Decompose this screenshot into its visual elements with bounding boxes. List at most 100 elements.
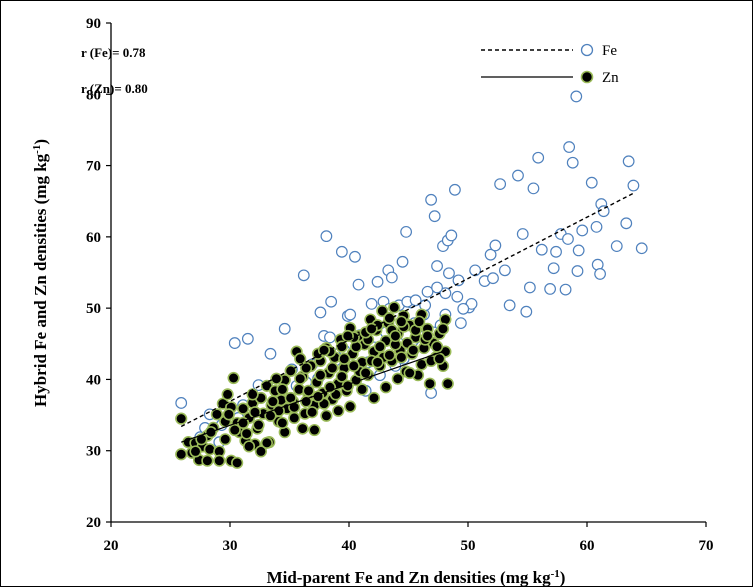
fe-point [559, 283, 572, 296]
zn-point [371, 356, 384, 369]
fe-point [566, 156, 579, 169]
y-axis-title: Hybrid Fe and Zn densities (mg kg-1) [31, 139, 50, 407]
zn-point [306, 406, 319, 419]
zn-point [341, 329, 354, 343]
fe-point [445, 229, 458, 242]
zn-point [395, 351, 408, 364]
r-fe-annotation: r (Fe)= 0.78 [81, 45, 146, 60]
zn-point [395, 315, 408, 328]
fe-point [512, 169, 524, 182]
zn-point [347, 359, 360, 372]
zn-point [219, 433, 232, 446]
fe-point [335, 245, 348, 258]
y-tick-label: 80 [86, 87, 101, 103]
fe-point [527, 182, 540, 195]
zn-point [294, 352, 307, 365]
zn-point [254, 445, 268, 458]
zn-point [430, 340, 444, 353]
fe-point [228, 337, 241, 349]
fe-point [264, 347, 277, 360]
zn-point [264, 409, 277, 422]
fe-point [449, 183, 461, 196]
zn-point [320, 409, 333, 422]
fe-point [457, 302, 470, 315]
zn-point [276, 383, 289, 396]
zn-point [252, 418, 265, 432]
zn-point [248, 406, 262, 419]
y-tick-label: 40 [86, 372, 101, 388]
y-tick-label: 90 [86, 16, 101, 32]
fe-point [585, 176, 598, 189]
fe-point [349, 250, 361, 263]
fe-point [520, 305, 533, 318]
zn-point [213, 454, 226, 467]
fe-point [396, 255, 409, 268]
zn-point [266, 395, 279, 408]
zn-point [326, 361, 339, 375]
y-tick-label: 20 [86, 515, 101, 531]
fe-point [428, 210, 441, 223]
zn-point [296, 422, 309, 435]
fe-point [535, 243, 548, 256]
zn-point [373, 340, 387, 353]
zn-point [260, 436, 273, 449]
fe-point [320, 230, 333, 243]
x-tick-label: 30 [223, 538, 238, 554]
fe-point [400, 225, 413, 238]
zn-point [236, 402, 250, 415]
x-tick-label: 60 [580, 538, 595, 554]
zn-point [338, 352, 351, 365]
zn-point [335, 340, 348, 353]
zn-point [314, 369, 327, 382]
y-tick-label: 70 [86, 159, 101, 175]
zn-point [175, 412, 188, 425]
x-tick-label: 40 [342, 538, 357, 554]
zn-point [388, 301, 401, 314]
fe-point [544, 282, 557, 295]
legend-fe-marker [580, 43, 594, 57]
fe-point [439, 287, 452, 300]
fe-point [365, 297, 378, 310]
zn-point [227, 371, 240, 385]
zn-point [391, 372, 404, 385]
fe-point [443, 267, 455, 280]
fe-point [516, 228, 529, 240]
zn-point [300, 395, 313, 408]
fe-point [371, 275, 384, 288]
fe-point [431, 260, 443, 272]
x-tick-label: 70 [699, 538, 714, 554]
fe-point [425, 193, 438, 206]
legend-zn-marker [580, 70, 594, 84]
zn-point [423, 377, 437, 390]
fe-point [570, 90, 583, 103]
fe-trendline [180, 192, 635, 428]
y-tick-label: 60 [86, 230, 101, 246]
zn-point [284, 364, 297, 377]
fe-point [622, 155, 635, 168]
zn-point [231, 456, 244, 469]
zn-point [407, 344, 420, 357]
axis-ticks: 20 30 40 50 60 70 20 30 40 50 60 70 80 90 [86, 16, 714, 554]
zn-point [441, 377, 454, 390]
fe-point [571, 265, 584, 277]
series-zn-points [175, 301, 454, 469]
zn-point [240, 427, 253, 440]
zn-point [246, 388, 259, 401]
fe-point [431, 281, 443, 294]
zn-point [332, 404, 345, 417]
fe-point [576, 224, 589, 237]
zn-point [175, 448, 188, 461]
zn-point [335, 370, 348, 383]
fe-point [278, 322, 291, 335]
legend-zn-label: Zn [602, 70, 619, 86]
zn-point [379, 381, 392, 394]
zn-point [436, 322, 450, 335]
zn-point [403, 366, 416, 380]
fe-point [627, 179, 640, 192]
zn-point [421, 329, 434, 343]
zn-point [376, 304, 389, 318]
fe-point [610, 240, 623, 253]
zn-point [302, 384, 315, 397]
fe-point [523, 281, 536, 294]
